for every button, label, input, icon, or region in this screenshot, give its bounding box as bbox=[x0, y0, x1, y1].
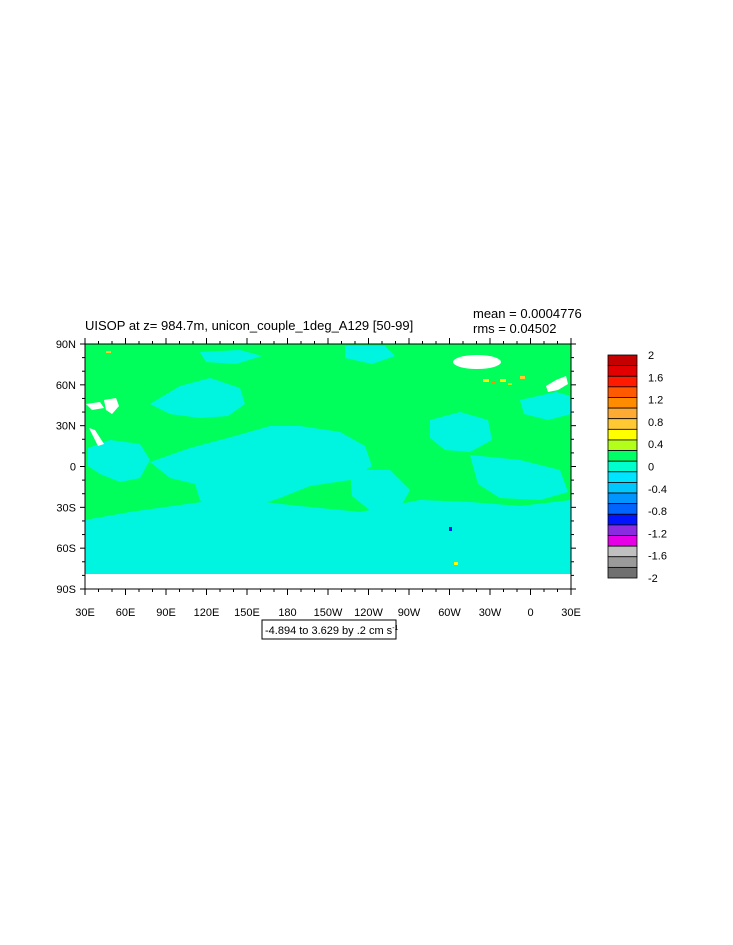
range-unit-exponent: -1 bbox=[392, 625, 398, 632]
anomaly-specks bbox=[106, 351, 525, 565]
west-missing-1 bbox=[86, 402, 104, 410]
colorbar-box bbox=[607, 397, 638, 409]
north-patch-2 bbox=[200, 350, 262, 364]
colorbar-box bbox=[607, 566, 638, 579]
lon-label: 90W bbox=[398, 607, 421, 619]
lon-label: 30E bbox=[561, 607, 581, 619]
colorbar-label: -0.8 bbox=[648, 506, 667, 518]
indian-ocean-patch bbox=[88, 440, 150, 482]
colorbar-box bbox=[607, 492, 638, 505]
colorbar-label: 0.8 bbox=[648, 417, 663, 429]
lon-label: 120W bbox=[354, 607, 383, 619]
lon-label: 150E bbox=[234, 607, 260, 619]
colorbar-box bbox=[607, 428, 638, 441]
colorbar-labels: 2 1.6 1.2 0.8 0.4 0 -0.4 -0.8 -1.2 -1.6 -2 bbox=[648, 350, 667, 585]
range-text: -4.894 to 3.629 by .2 cm s-1 bbox=[265, 625, 399, 637]
colorbar-box bbox=[607, 471, 638, 483]
colorbar-box bbox=[607, 524, 638, 536]
range-box bbox=[261, 619, 397, 640]
colorbar-box bbox=[607, 545, 638, 558]
tropical-pacific-patch bbox=[150, 426, 372, 514]
anomaly-speck bbox=[449, 527, 452, 531]
lat-label: 60N bbox=[56, 380, 76, 392]
colorbar-box bbox=[607, 386, 638, 398]
colorbar-box bbox=[607, 450, 638, 462]
colorbar-label: 1.6 bbox=[648, 372, 663, 384]
lon-label: 150W bbox=[314, 607, 343, 619]
colorbar-label: -0.4 bbox=[648, 484, 667, 496]
lat-label: 0 bbox=[70, 462, 76, 474]
colorbar-box bbox=[607, 482, 638, 494]
lon-label: 60E bbox=[116, 607, 136, 619]
plot-title: UISOP at z= 984.7m, unicon_couple_1deg_A… bbox=[85, 318, 413, 333]
lat-label: 30S bbox=[56, 502, 76, 514]
lon-label: 0 bbox=[527, 607, 533, 619]
tick-marks bbox=[80, 338, 576, 595]
north-atlantic-patch bbox=[430, 412, 492, 452]
colorbar-label: 1.2 bbox=[648, 395, 663, 407]
colorbar-label: -1.6 bbox=[648, 551, 667, 563]
lat-label: 90S bbox=[56, 584, 76, 596]
southern-ocean-band bbox=[85, 498, 571, 576]
anomaly-speck bbox=[454, 562, 458, 565]
colorbar-box bbox=[607, 375, 638, 388]
lon-label: 30E bbox=[75, 607, 95, 619]
negative-regions bbox=[85, 346, 571, 576]
anomaly-speck bbox=[483, 379, 489, 382]
anomaly-speck bbox=[520, 376, 525, 379]
colorbar-box bbox=[607, 513, 638, 526]
colorbar-box bbox=[607, 556, 638, 568]
colorbar-box bbox=[607, 407, 638, 420]
range-value: -4.894 to 3.629 by .2 cm s bbox=[265, 625, 393, 637]
atlantic-tropic-patch bbox=[470, 455, 568, 500]
colorbar-box bbox=[607, 354, 638, 367]
east-pacific-patch bbox=[350, 470, 410, 512]
colorbar-box bbox=[607, 365, 638, 377]
colorbar-box bbox=[607, 535, 638, 547]
map-field bbox=[85, 344, 571, 576]
rms-value: rms = 0.04502 bbox=[473, 321, 556, 336]
lon-label: 180 bbox=[278, 607, 296, 619]
colorbar-box bbox=[607, 460, 638, 473]
lat-label: 30N bbox=[56, 421, 76, 433]
greenland-missing bbox=[453, 355, 501, 369]
lon-label: 90E bbox=[156, 607, 176, 619]
lon-label: 60W bbox=[438, 607, 461, 619]
colorbar-box bbox=[607, 439, 638, 451]
lon-labels: 30E 60E 90E 120E 150E 180 150W 120W 90W 60W 30W 0 30… bbox=[75, 607, 581, 619]
lat-label: 90N bbox=[56, 339, 76, 351]
east-patch bbox=[520, 392, 571, 420]
colorbar-label: -2 bbox=[648, 573, 658, 585]
colorbar-label: -1.2 bbox=[648, 528, 667, 540]
west-missing-3 bbox=[89, 428, 104, 446]
antarctic-missing bbox=[85, 574, 571, 576]
colorbar-label: 2 bbox=[648, 350, 654, 362]
west-missing-2 bbox=[104, 398, 119, 414]
colorbar-box bbox=[607, 418, 638, 430]
colorbar-box bbox=[607, 503, 638, 515]
lon-label: 30W bbox=[479, 607, 502, 619]
east-missing bbox=[546, 376, 568, 392]
southern-indian-patch bbox=[85, 534, 150, 560]
anomaly-speck bbox=[492, 381, 496, 384]
lon-label: 120E bbox=[194, 607, 220, 619]
anomaly-speck bbox=[106, 351, 111, 353]
north-pacific-patch bbox=[150, 378, 245, 418]
missing-regions bbox=[85, 355, 571, 576]
lat-label: 60S bbox=[56, 543, 76, 555]
colorbar bbox=[607, 354, 638, 579]
mean-value: mean = 0.0004776 bbox=[473, 306, 582, 321]
lat-labels: 90N 60N 30N 0 30S 60S 90S bbox=[56, 339, 76, 596]
colorbar-label: 0.4 bbox=[648, 439, 663, 451]
anomaly-speck bbox=[508, 383, 512, 385]
arctic-patch bbox=[345, 346, 395, 364]
anomaly-speck bbox=[500, 379, 506, 382]
colorbar-label: 0 bbox=[648, 462, 654, 474]
